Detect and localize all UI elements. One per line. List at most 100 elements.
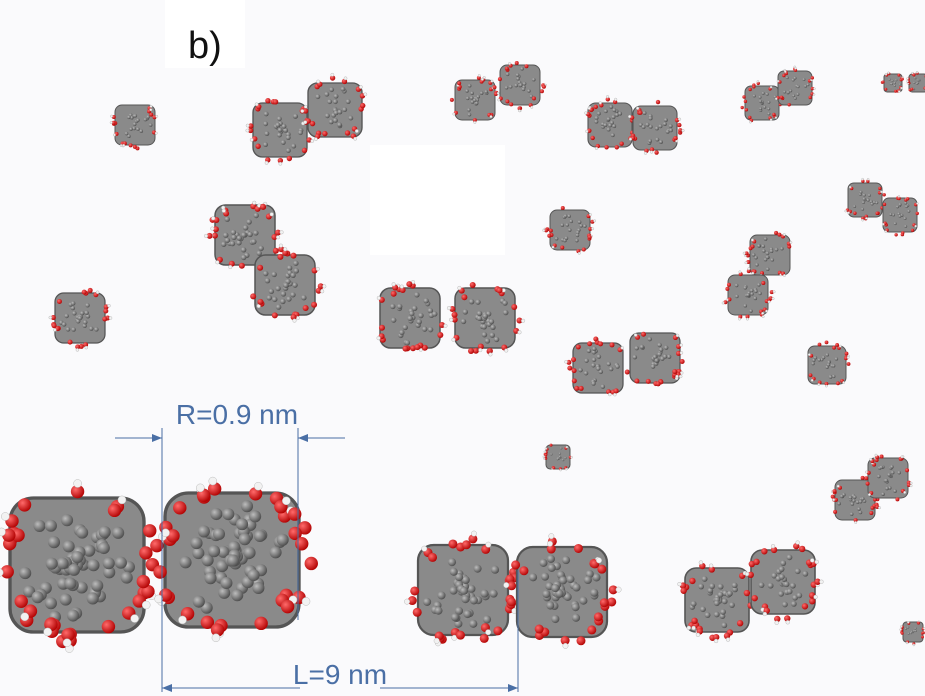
- atom: [405, 340, 410, 345]
- oxygen: [809, 598, 815, 604]
- oxygen: [912, 73, 915, 76]
- atom: [248, 569, 260, 581]
- atom: [98, 542, 110, 554]
- atom: [89, 326, 94, 331]
- atom: [399, 330, 404, 335]
- atom: [806, 83, 809, 86]
- hydrogen: [628, 115, 631, 118]
- atom: [340, 87, 345, 92]
- oxygen: [894, 233, 897, 236]
- hydrogen: [777, 80, 779, 82]
- hydrogen: [595, 147, 598, 150]
- hydrogen: [560, 469, 562, 471]
- hydrogen: [0, 528, 5, 536]
- hydrogen: [44, 628, 52, 636]
- oxygen: [921, 636, 924, 639]
- hydrogen: [913, 644, 915, 646]
- atom: [698, 584, 704, 590]
- oxygen: [437, 332, 443, 338]
- atom: [532, 78, 536, 82]
- atom: [576, 233, 580, 237]
- atom: [762, 249, 766, 253]
- atom: [466, 97, 470, 101]
- hydrogen: [644, 152, 647, 155]
- oxygen: [625, 370, 630, 375]
- atom: [584, 358, 589, 363]
- oxygen: [82, 290, 87, 295]
- atom: [333, 99, 338, 104]
- atom: [732, 582, 738, 588]
- hydrogen: [885, 73, 887, 75]
- oxygen: [498, 77, 502, 81]
- atom: [103, 557, 115, 569]
- atom: [293, 114, 298, 119]
- hydrogen: [344, 77, 347, 80]
- atom: [787, 555, 793, 561]
- atom: [473, 98, 477, 102]
- atom: [892, 213, 895, 216]
- atom: [811, 362, 814, 365]
- atom: [832, 364, 835, 367]
- hydrogen: [49, 316, 52, 319]
- atom: [634, 346, 639, 351]
- atom: [853, 495, 857, 499]
- hydrogen: [916, 202, 918, 204]
- atom: [601, 384, 606, 389]
- hydrogen: [118, 496, 126, 504]
- oxygen: [780, 96, 783, 99]
- oxygen: [305, 557, 318, 570]
- oxygen: [303, 305, 309, 311]
- oxygen: [322, 131, 327, 136]
- oxygen: [593, 337, 598, 342]
- atom: [611, 133, 615, 137]
- oxygen: [254, 617, 267, 630]
- hydrogen: [768, 301, 770, 303]
- hydrogen: [906, 642, 908, 644]
- oxygen: [492, 85, 496, 89]
- oxygen: [588, 235, 592, 239]
- atom: [861, 497, 865, 501]
- hydrogen: [131, 615, 139, 623]
- atom: [885, 487, 889, 491]
- atom: [607, 128, 611, 132]
- atom: [547, 555, 555, 563]
- oxygen: [173, 501, 186, 514]
- oxygen: [511, 560, 520, 569]
- atom: [875, 201, 878, 204]
- hydrogen: [314, 137, 317, 140]
- atom: [267, 295, 272, 300]
- oxygen: [505, 99, 509, 103]
- hydrogen: [110, 121, 112, 123]
- hydrogen: [212, 634, 220, 642]
- atom: [470, 91, 474, 95]
- oxygen: [897, 74, 900, 77]
- hydrogen: [814, 595, 818, 599]
- atom: [797, 85, 800, 88]
- hydrogen: [518, 110, 520, 112]
- oxygen: [287, 156, 292, 161]
- hydrogen: [593, 220, 595, 222]
- atom: [247, 232, 252, 237]
- oxygen: [410, 586, 419, 595]
- atom: [258, 246, 263, 251]
- atom: [324, 92, 329, 97]
- atom: [275, 123, 280, 128]
- oxygen: [15, 595, 28, 608]
- atom: [727, 591, 733, 597]
- atom: [64, 314, 69, 319]
- hydrogen: [447, 306, 451, 310]
- oxygen: [507, 597, 516, 606]
- hydrogen: [763, 612, 767, 616]
- oxygen: [428, 553, 437, 562]
- atom: [198, 525, 210, 537]
- atom: [648, 139, 652, 143]
- hydrogen: [749, 121, 751, 123]
- oxygen: [391, 291, 397, 297]
- oxygen: [906, 197, 909, 200]
- oxygen: [677, 123, 681, 127]
- atom: [835, 357, 838, 360]
- oxygen: [535, 625, 544, 634]
- atom: [618, 112, 622, 116]
- hydrogen: [449, 318, 453, 322]
- hydrogen: [1, 512, 9, 520]
